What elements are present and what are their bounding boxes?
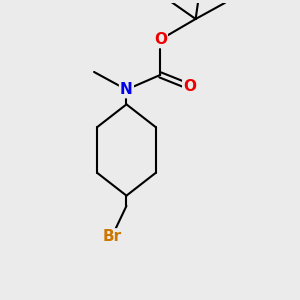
Text: O: O [183, 79, 196, 94]
Text: Br: Br [102, 230, 121, 244]
Text: O: O [154, 32, 167, 47]
Text: N: N [120, 82, 133, 97]
